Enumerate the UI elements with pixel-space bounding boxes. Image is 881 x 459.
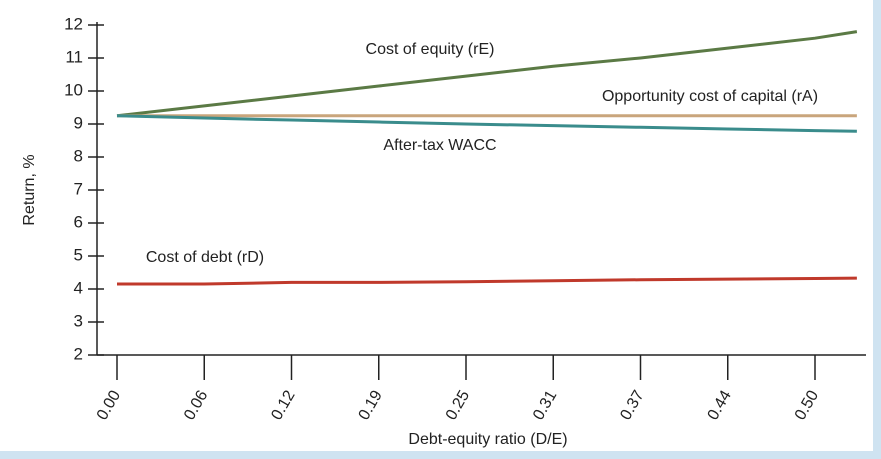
y-axis-label: Return, % (21, 154, 38, 225)
frame-bottom (0, 451, 881, 459)
y-tick-label: 6 (74, 212, 83, 231)
frame-right (873, 0, 881, 459)
y-tick-label: 2 (74, 344, 83, 363)
series-line (116, 30, 858, 118)
series-label: Cost of debt (rD) (146, 249, 264, 266)
y-tick-label: 11 (65, 47, 83, 66)
y-tick-label: 8 (74, 146, 83, 165)
y-tick-label: 10 (64, 80, 83, 99)
y-tick-label: 9 (74, 113, 83, 132)
y-tick-label: 7 (74, 179, 83, 198)
series-label: After-tax WACC (383, 137, 496, 154)
y-tick-label: 4 (74, 278, 83, 297)
x-axis-label: Debt-equity ratio (D/E) (408, 431, 567, 448)
series-line (116, 114, 857, 133)
y-tick-label: 5 (74, 245, 83, 264)
series-line (117, 276, 857, 286)
series-label: Opportunity cost of capital (rA) (602, 88, 818, 105)
y-tick-label: 3 (74, 311, 83, 330)
series-label: Cost of equity (rE) (366, 41, 495, 58)
y-tick-label: 12 (64, 14, 83, 33)
